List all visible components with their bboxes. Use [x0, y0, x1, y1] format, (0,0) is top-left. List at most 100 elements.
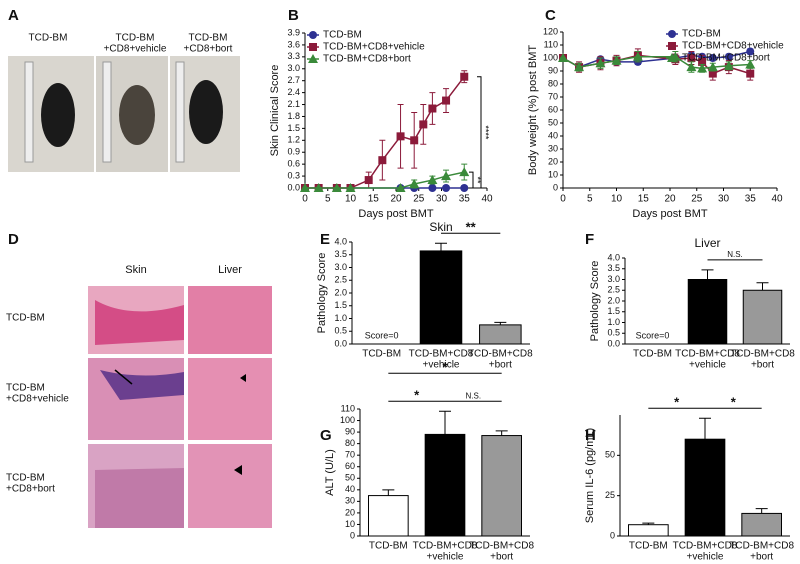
marker — [668, 30, 676, 38]
y-tick-label: 50 — [605, 450, 615, 460]
bracket-label: **** — [481, 125, 491, 140]
bracket-label: N.S. — [727, 250, 743, 259]
marker — [345, 183, 356, 192]
marker — [595, 58, 606, 68]
y-axis-label: Body weight (%) post BMT — [527, 45, 539, 175]
error-bar — [435, 242, 447, 251]
legend-label: TCD-BM+CD8+bort — [682, 53, 770, 64]
x-tick-label: 20 — [390, 194, 402, 205]
arrow — [114, 369, 133, 385]
bar — [419, 250, 463, 345]
error-bar — [494, 321, 507, 325]
panel-label: H — [585, 427, 596, 444]
marker — [708, 69, 717, 78]
panel-label: C — [545, 7, 556, 24]
bracket-label: * — [442, 360, 448, 375]
panel-label: B — [288, 7, 299, 24]
y-axis-label: ALT (U/L) — [324, 449, 336, 496]
marker — [441, 171, 452, 181]
x-tick-label: 15 — [368, 194, 380, 205]
bracket-label: ** — [473, 177, 483, 185]
x-tick-label: 10 — [611, 194, 623, 205]
marker — [395, 183, 406, 192]
bar — [742, 289, 783, 345]
panel-label: E — [320, 231, 330, 248]
legend-label: TCD-BM+CD8+vehicle — [682, 41, 784, 52]
marker — [396, 132, 405, 141]
y-tick-label: 4.0 — [334, 236, 347, 246]
error-bar — [382, 489, 395, 496]
y-tick-label: 1.5 — [334, 300, 347, 310]
y-tick-label: 1.5 — [287, 123, 300, 133]
x-tick-label: TCD-BM+CD8 — [409, 349, 474, 360]
marker — [687, 54, 696, 62]
y-tick-label: 0.9 — [287, 147, 300, 157]
panel-label: A — [8, 7, 19, 24]
chart: 0.0 0.30.6 0.9 1.2 1.5 1.8 2.1 2.4 2.7 3.0 3.3 3.6 3… — [269, 27, 493, 220]
marker — [746, 47, 755, 56]
mouse — [41, 83, 75, 147]
x-tick-label: TCD-BM+CD8 — [673, 541, 738, 552]
x-tick-label: TCD-BM+CD8 — [413, 541, 478, 552]
bar — [424, 433, 466, 537]
bracket-label: * — [414, 388, 420, 403]
x-tick-label: 15 — [638, 194, 650, 205]
photo-label: +CD8+vehicle — [104, 44, 167, 55]
y-tick-label: 100 — [340, 415, 355, 425]
marker — [697, 63, 708, 73]
x-axis-label: Days post BMT — [632, 208, 707, 220]
y-tick-label: 1.0 — [607, 317, 620, 327]
photo-panel-d — [88, 286, 272, 528]
arrowhead — [234, 465, 242, 475]
marker — [707, 62, 718, 72]
row-label: +CD8+vehicle — [6, 394, 69, 405]
row-label: TCD-BM — [6, 473, 45, 484]
y-tick-label: 2.5 — [334, 275, 347, 285]
x-tick-label: +vehicle — [423, 360, 460, 371]
y-tick-label: 110 — [544, 39, 558, 49]
y-tick-label: 10 — [345, 519, 355, 529]
y-tick-label: 0.3 — [287, 170, 300, 180]
histology — [88, 358, 184, 440]
x-tick-label: 0 — [560, 194, 566, 205]
y-tick-label: 3.5 — [607, 263, 620, 273]
bracket-label: * — [674, 395, 680, 410]
x-tick-label: 25 — [691, 194, 703, 205]
bar — [368, 495, 409, 537]
marker — [442, 184, 451, 192]
y-axis-label: Pathology Score — [316, 253, 328, 334]
y-tick-label: 40 — [548, 130, 558, 140]
y-tick-label: 3.0 — [334, 262, 347, 272]
x-tick-label: 25 — [413, 194, 425, 205]
bracket-label: N.S. — [466, 391, 482, 400]
marker — [442, 96, 451, 105]
y-tick-label: 3.3 — [287, 51, 300, 61]
note: Score=0 — [365, 330, 399, 340]
x-tick-label: TCD-BM+CD8 — [675, 349, 740, 360]
x-tick-label: 20 — [664, 194, 676, 205]
y-tick-label: 2.4 — [287, 87, 300, 97]
histology — [188, 286, 272, 354]
marker — [409, 179, 420, 189]
bar — [628, 524, 669, 537]
mouse — [189, 80, 223, 144]
x-tick-label: +bort — [750, 552, 773, 563]
marker — [632, 51, 643, 61]
marker — [460, 184, 469, 192]
y-tick-label: 0.0 — [287, 182, 300, 192]
tissue — [95, 300, 184, 345]
marker — [574, 62, 585, 72]
y-tick-label: 1.2 — [287, 135, 300, 145]
x-tick-label: TCD-BM — [362, 349, 401, 360]
x-tick-label: +vehicle — [689, 360, 726, 371]
x-tick-label: 35 — [745, 194, 757, 205]
marker — [668, 42, 676, 50]
legend-label: TCD-BM+CD8+bort — [323, 54, 411, 65]
y-tick-label: 10 — [548, 169, 558, 179]
marker — [611, 55, 622, 65]
y-tick-label: 0.5 — [334, 326, 347, 336]
legend-label: TCD-BM — [682, 29, 721, 40]
y-tick-label: 60 — [345, 461, 355, 471]
marker — [419, 120, 428, 129]
